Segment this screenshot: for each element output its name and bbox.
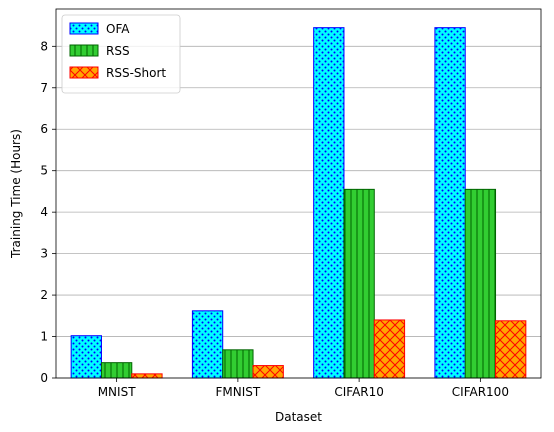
y-tick-label: 8: [40, 39, 48, 53]
bar-ofa-mnist: [70, 335, 102, 379]
y-tick-label: 4: [40, 205, 48, 219]
bar-rss-cifar10: [343, 188, 375, 379]
axes: [55, 8, 542, 379]
legend-swatch: [69, 66, 99, 79]
y-tick-label: 6: [40, 122, 48, 136]
bar-rss-cifar100: [464, 188, 497, 379]
x-axis-label: Dataset: [275, 410, 322, 424]
bar-ofa-fmnist: [191, 310, 224, 379]
grid-lines: [56, 45, 541, 379]
x-tick-label: MNIST: [98, 385, 136, 399]
y-tick-label: 7: [40, 81, 48, 95]
legend-label: RSS: [106, 44, 130, 58]
bar-rss-short-cifar100: [495, 320, 527, 379]
legend: OFA RSS RSS-Short: [61, 14, 181, 94]
plot-frame: [55, 8, 542, 379]
x-tick-label: FMNIST: [216, 385, 261, 399]
legend-swatch: [69, 22, 99, 35]
x-tick-label: CIFAR10: [334, 385, 384, 399]
y-tick-label: 3: [40, 247, 48, 261]
bar-ofa-cifar10: [313, 27, 345, 379]
legend-label: OFA: [106, 22, 130, 36]
ticks: MNIST FMNIST CIFAR10 CIFAR100 0 1 2 3 4 5 6 7 8: [40, 39, 509, 399]
y-tick-label: 1: [40, 330, 48, 344]
y-tick-label: 2: [40, 288, 48, 302]
legend-label: RSS-Short: [106, 66, 166, 80]
x-tick-label: CIFAR100: [452, 385, 509, 399]
bars: [70, 27, 527, 379]
legend-swatch: [69, 44, 99, 57]
y-axis-label: Training Time (Hours): [9, 129, 23, 259]
bar-rss-short-mnist: [131, 373, 163, 379]
bar-rss-short-fmnist: [252, 365, 284, 379]
bar-rss-fmnist: [222, 349, 254, 379]
y-tick-label: 5: [40, 164, 48, 178]
bar-rss-short-cifar10: [373, 319, 406, 379]
y-tick-label: 0: [40, 371, 48, 385]
bar-rss-mnist: [100, 362, 133, 379]
bar-ofa-cifar100: [434, 27, 466, 379]
